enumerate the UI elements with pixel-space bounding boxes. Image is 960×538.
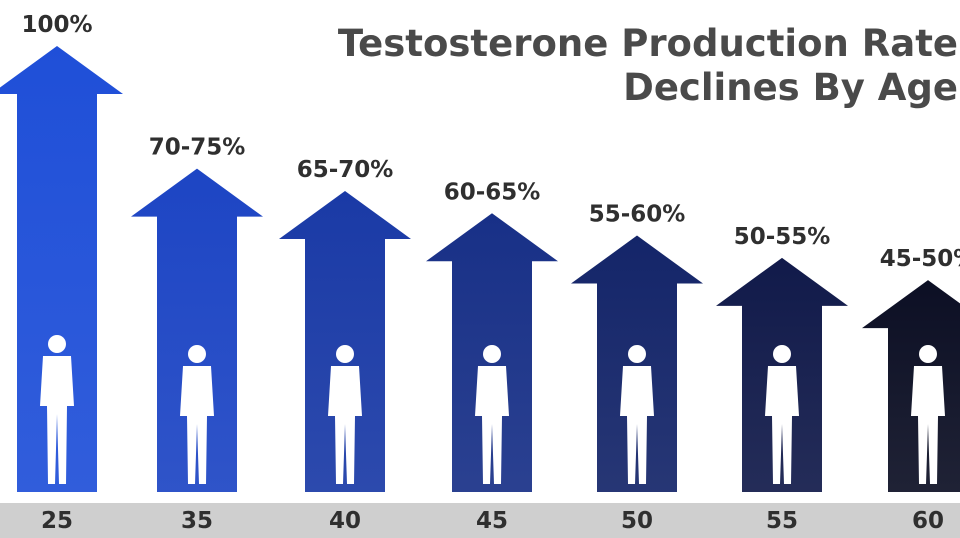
person-silhouette-icon bbox=[475, 345, 509, 484]
person-silhouette-icon bbox=[40, 335, 74, 484]
bar-label-60: 45-50% bbox=[880, 246, 960, 272]
bar-label-35: 70-75% bbox=[149, 135, 246, 161]
age-tick-40: 40 bbox=[329, 508, 361, 534]
bar-35 bbox=[131, 168, 263, 492]
age-tick-35: 35 bbox=[181, 508, 213, 534]
chart-title-line-2: Declines By Age bbox=[623, 66, 958, 109]
bar-label-25: 100% bbox=[21, 12, 92, 38]
bar-arrow-45 bbox=[426, 213, 558, 492]
bar-arrow-50 bbox=[571, 235, 703, 493]
bar-arrow-25 bbox=[0, 46, 123, 492]
bar-label-45: 60-65% bbox=[444, 179, 541, 205]
bar-60 bbox=[862, 280, 960, 492]
age-axis-strip bbox=[0, 503, 960, 538]
bar-arrow-55 bbox=[716, 257, 848, 492]
bar-arrow-60 bbox=[862, 280, 960, 492]
age-tick-50: 50 bbox=[621, 508, 653, 534]
age-tick-55: 55 bbox=[766, 508, 798, 534]
bar-label-55: 50-55% bbox=[734, 224, 831, 250]
person-silhouette-icon bbox=[620, 345, 654, 484]
bar-arrow-40 bbox=[279, 190, 411, 492]
bar-40 bbox=[279, 190, 411, 492]
age-tick-60: 60 bbox=[912, 508, 944, 534]
age-tick-45: 45 bbox=[476, 508, 508, 534]
bar-25 bbox=[0, 46, 123, 492]
bar-50 bbox=[571, 235, 703, 493]
person-silhouette-icon bbox=[765, 345, 799, 484]
chart-title-line-1: Testosterone Production Rate bbox=[338, 22, 958, 65]
person-silhouette-icon bbox=[911, 345, 945, 484]
bar-label-50: 55-60% bbox=[589, 202, 686, 228]
bar-label-40: 65-70% bbox=[297, 157, 394, 183]
person-silhouette-icon bbox=[180, 345, 214, 484]
person-silhouette-icon bbox=[328, 345, 362, 484]
chart-title: Testosterone Production Rate Declines By… bbox=[338, 22, 958, 109]
chart-marks: 100% 25 70-75% 35 65-70% 40 60-65% 45 55-60% 50 50… bbox=[0, 12, 960, 534]
age-tick-25: 25 bbox=[41, 508, 73, 534]
bar-arrow-35 bbox=[131, 168, 263, 492]
